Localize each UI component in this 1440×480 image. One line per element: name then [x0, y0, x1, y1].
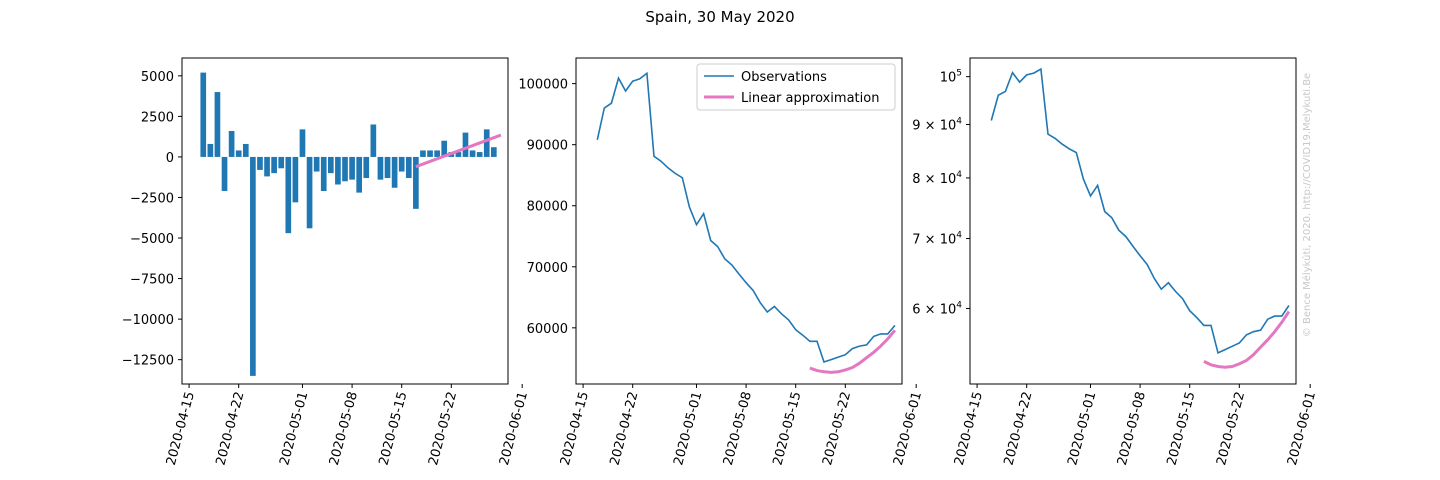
linear-approximation-line: [809, 329, 897, 374]
x-tick-label: 2020-05-08: [721, 390, 755, 467]
bar: [335, 156, 341, 185]
x-tick-label: 2020-05-22: [426, 390, 460, 467]
y-tick-label: 5000: [141, 70, 174, 85]
legend-label-observations: Observations: [741, 70, 827, 85]
x-tick-label: 2020-06-01: [497, 390, 531, 467]
bar: [384, 156, 391, 179]
x-tick-label: 2020-04-22: [608, 390, 642, 467]
x-tick-label: 2020-05-08: [327, 390, 361, 467]
y-tick-label: 60000: [527, 322, 568, 337]
bar: [292, 156, 299, 203]
bar: [299, 129, 306, 157]
y-tick-label: 6 × 104: [912, 300, 962, 317]
x-tick-label: 2020-04-15: [558, 390, 592, 467]
linear-approximation-line: [1203, 310, 1291, 369]
bar: [490, 147, 497, 157]
bar: [349, 156, 355, 180]
y-tick-label: −10000: [122, 313, 174, 328]
line-chart-linear-scale: 2020-04-15 2020-04-22 2020-05-01 2020-05-08…: [518, 57, 925, 467]
y-tick-label: −5000: [130, 232, 174, 247]
bar: [455, 152, 462, 157]
observations-line: [596, 71, 896, 364]
x-tick-label: 2020-05-01: [671, 390, 705, 467]
bar: [271, 156, 277, 174]
legend-box: [696, 63, 896, 111]
linear-approximation-line: [415, 133, 502, 169]
legend-label-approximation: Linear approximation: [741, 91, 879, 106]
bar: [483, 129, 490, 157]
y-tick-label: 105: [940, 69, 962, 86]
x-tick-label: 2020-04-22: [1002, 390, 1036, 467]
bar: [285, 156, 292, 234]
bar: [320, 156, 327, 191]
bar: [405, 156, 412, 179]
bar: [257, 156, 263, 170]
figure-title: Spain, 30 May 2020: [645, 8, 794, 26]
bar: [207, 143, 214, 157]
x-tick-label: 2020-05-22: [820, 390, 854, 467]
bar: [356, 156, 363, 193]
bar: [370, 124, 377, 157]
bar: [469, 150, 476, 157]
x-tick-label: 2020-05-15: [1165, 390, 1199, 467]
x-tick-label: 2020-06-01: [1285, 390, 1319, 467]
y-tick-label: 80000: [527, 200, 568, 215]
bar: [377, 156, 384, 180]
bar: [441, 140, 448, 157]
bar: [228, 130, 235, 157]
x-tick-label: 2020-05-15: [771, 390, 805, 467]
credit-watermark: © Bence Mélykúti, 2020. http://COVID19.M…: [1301, 73, 1313, 337]
bar: [342, 156, 348, 182]
y-tick-label: 7 × 104: [912, 231, 962, 248]
bar: [264, 156, 270, 177]
y-tick-label: 8 × 104: [912, 170, 962, 187]
bar: [427, 150, 433, 157]
axes-frame: [969, 57, 1297, 385]
bar: [278, 156, 285, 169]
bar: [363, 156, 370, 179]
y-tick-label: 100000: [518, 78, 568, 93]
y-tick-label: 2500: [141, 110, 174, 125]
bar: [200, 72, 207, 157]
bar: [250, 156, 256, 376]
y-tick-label: 70000: [527, 261, 568, 276]
bar: [476, 152, 483, 157]
x-tick-label: 2020-04-15: [952, 390, 986, 467]
x-tick-label: 2020-05-22: [1214, 390, 1248, 467]
y-tick-label: 0: [166, 151, 174, 166]
bar: [413, 156, 419, 209]
y-tick-label: −12500: [122, 354, 174, 369]
observations-line: [990, 67, 1290, 355]
bar: [434, 150, 440, 157]
bar: [242, 143, 249, 157]
x-tick-label: 2020-06-01: [891, 390, 925, 467]
x-tick-label: 2020-05-08: [1115, 390, 1149, 467]
axes-frame: [181, 57, 509, 385]
x-tick-label: 2020-04-15: [164, 390, 198, 467]
bar-chart-daily-change: 2020-04-15 2020-04-22 2020-05-01 2020-05-08…: [122, 57, 531, 467]
bar: [235, 150, 242, 157]
bar: [391, 156, 398, 188]
legend: Observations Linear approximation: [696, 63, 896, 111]
x-tick-label: 2020-04-22: [214, 390, 248, 467]
axes-frame: [575, 57, 903, 385]
bar: [398, 156, 405, 172]
y-tick-label: 9 × 104: [912, 116, 962, 133]
bar: [221, 156, 228, 191]
bar: [214, 92, 221, 157]
bar: [313, 156, 320, 172]
x-tick-label: 2020-05-01: [277, 390, 311, 467]
y-tick-label: 90000: [527, 139, 568, 154]
y-tick-label: −2500: [130, 191, 174, 206]
y-tick-label: −7500: [130, 273, 174, 288]
bar: [306, 156, 313, 229]
x-tick-label: 2020-05-15: [377, 390, 411, 467]
bar: [462, 132, 469, 157]
line-chart-log-scale: 2020-04-15 2020-04-22 2020-05-01 2020-05-08…: [912, 57, 1319, 467]
bar: [420, 150, 426, 157]
x-tick-label: 2020-05-01: [1065, 390, 1099, 467]
bar: [327, 156, 334, 174]
